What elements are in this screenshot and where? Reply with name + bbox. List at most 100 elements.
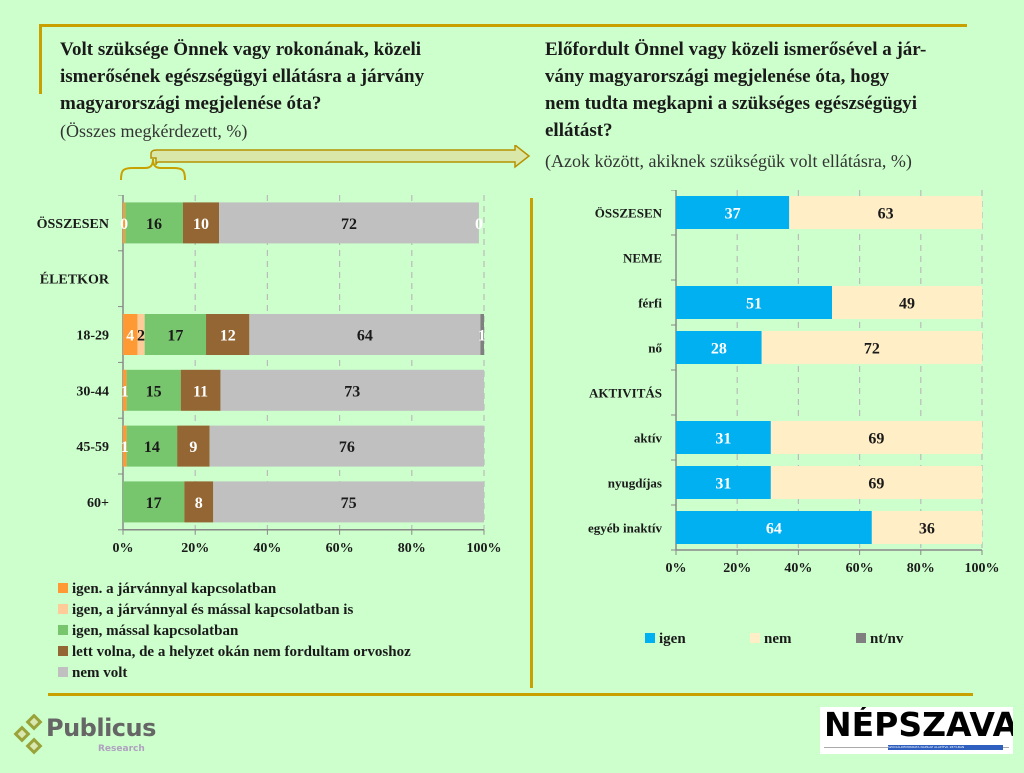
bar-value-label: 11 — [193, 383, 208, 400]
bar-value-label: 14 — [144, 439, 160, 456]
legend-swatch — [58, 625, 68, 635]
publicus-sub: Research — [98, 744, 145, 754]
category-label: 60+ — [87, 496, 109, 511]
bar-value-label: 1 — [121, 383, 129, 400]
publicus-logo: Publicus Research — [12, 714, 156, 758]
frame-top-left-line — [39, 24, 519, 27]
bar-value-label: 15 — [146, 383, 162, 400]
bar-value-label: 72 — [864, 341, 880, 358]
bar-value-label: 73 — [344, 383, 360, 400]
left-title-line: ismerősének egészségügyi ellátásra a jár… — [60, 66, 425, 87]
bar-segment — [123, 481, 185, 523]
bar-segment — [676, 466, 771, 499]
legend-swatch — [750, 633, 760, 643]
nepszava-logo: NÉPSZAVA SZOCIÁLDEMOKRATA NAPILAP ALAPÍT… — [820, 707, 1013, 754]
legend-item: nt/nv — [856, 630, 903, 648]
bar-segment — [770, 421, 982, 454]
nepszava-name: NÉPSZAVA — [824, 707, 1013, 744]
category-label: NEME — [623, 251, 662, 266]
legend-label: nem volt — [72, 665, 128, 681]
right-title-line: ellátást? — [545, 120, 613, 141]
legend-item: igen — [645, 630, 686, 648]
x-tick-label: 20% — [181, 541, 209, 556]
right-title-line: Előfordult Önnel vagy közeli ismerősével… — [545, 39, 927, 60]
bar-segment — [144, 314, 207, 355]
category-label: AKTIVITÁS — [589, 386, 662, 401]
x-tick-label: 0% — [666, 561, 687, 576]
x-tick-label: 20% — [723, 561, 751, 576]
legend-item: igen. a járvánnyal kapcsolatban — [58, 580, 276, 598]
right-question-title: Előfordult Önnel vagy közeli ismerősével… — [545, 36, 1015, 144]
x-tick-label: 40% — [253, 541, 281, 556]
x-tick-label: 40% — [784, 561, 812, 576]
category-label: 45-59 — [76, 440, 109, 455]
bar-segment — [789, 196, 982, 229]
bar-value-label: 75 — [341, 495, 357, 512]
category-label: 18-29 — [76, 329, 109, 344]
bar-value-label: 1 — [478, 328, 486, 345]
bar-segment — [676, 286, 833, 319]
legend-item: igen, mással kapcsolatban — [58, 622, 238, 640]
left-title-line: magyarországi megjelenése óta? — [60, 93, 322, 114]
frame-mid-line — [530, 198, 533, 688]
legend-swatch — [58, 604, 68, 614]
category-label: ÖSSZESEN — [37, 215, 109, 232]
category-label: 30-44 — [76, 384, 109, 399]
publicus-diamonds-icon — [13, 714, 43, 755]
x-tick-label: 60% — [846, 561, 874, 576]
category-label: ÉLETKOR — [40, 271, 110, 288]
legend-swatch — [58, 583, 68, 593]
legend-label: nt/nv — [870, 631, 904, 647]
bar-value-label: 17 — [146, 495, 162, 512]
bar-segment — [676, 421, 771, 454]
connector-arrow-icon — [120, 145, 531, 181]
category-label: ÖSSZESEN — [595, 206, 663, 221]
left-subtitle: (Összes megkérdezett, %) — [60, 121, 248, 141]
legend-label: igen. a járvánnyal kapcsolatban — [72, 581, 277, 597]
bar-value-label: 64 — [766, 521, 782, 538]
bar-value-label: 31 — [715, 476, 731, 493]
nepszava-tagline: SZOCIÁLDEMOKRATA NAPILAP ALAPÍTVA 1873-B… — [888, 745, 1003, 750]
legend-item: nem — [750, 630, 792, 648]
legend-label: igen — [659, 631, 686, 647]
legend-item: nem volt — [58, 664, 127, 682]
right-title-line: vány magyarországi megjelenése óta, hogy — [545, 66, 890, 87]
bar-value-label: 0 — [120, 216, 128, 233]
bar-value-label: 37 — [725, 206, 741, 223]
legend-swatch — [58, 667, 68, 677]
bar-segment — [480, 314, 484, 355]
bar-segment — [123, 202, 126, 244]
bar-value-label: 1 — [121, 439, 129, 456]
right-subtitle: (Azok között, akiknek szükségük volt ell… — [545, 151, 912, 171]
bar-segment — [213, 481, 484, 523]
legend-label: lett volna, de a helyzet okán nem fordul… — [72, 644, 411, 660]
x-tick-label: 100% — [467, 541, 502, 556]
x-tick-label: 0% — [113, 541, 134, 556]
category-label: egyéb inaktív — [588, 521, 663, 536]
bar-value-label: 17 — [167, 328, 183, 345]
bar-segment — [209, 425, 484, 467]
legend-swatch — [645, 633, 655, 643]
bar-value-label: 12 — [220, 328, 236, 345]
x-tick-label: 80% — [398, 541, 426, 556]
bar-segment — [770, 466, 982, 499]
legend-label: nem — [764, 631, 792, 647]
bar-value-label: 69 — [868, 431, 884, 448]
bar-value-label: 4 — [126, 328, 134, 345]
bar-segment — [126, 369, 181, 411]
publicus-name: Publicus — [46, 714, 156, 742]
x-tick-label: 60% — [326, 541, 354, 556]
bar-value-label: 0 — [475, 216, 483, 233]
legend-label: igen, mással kapcsolatban — [72, 623, 239, 639]
right-title-line: nem tudta megkapni a szükséges egészségü… — [545, 93, 918, 114]
bar-value-label: 28 — [711, 341, 727, 358]
right-stacked-bar-chart: 0% 20% 40% 60% 80% 100% ÖSSZESEN 37 63 NEME férfi 5… — [588, 190, 1000, 576]
category-label: férfi — [638, 296, 662, 311]
left-question-title: Volt szüksége Önnek vagy rokonának, köze… — [60, 36, 520, 117]
bar-segment — [871, 511, 982, 544]
bar-value-label: 51 — [746, 296, 762, 313]
bar-segment — [180, 369, 221, 411]
frame-left-line — [39, 24, 42, 94]
bar-value-label: 2 — [137, 328, 145, 345]
bar-value-label: 9 — [189, 439, 197, 456]
